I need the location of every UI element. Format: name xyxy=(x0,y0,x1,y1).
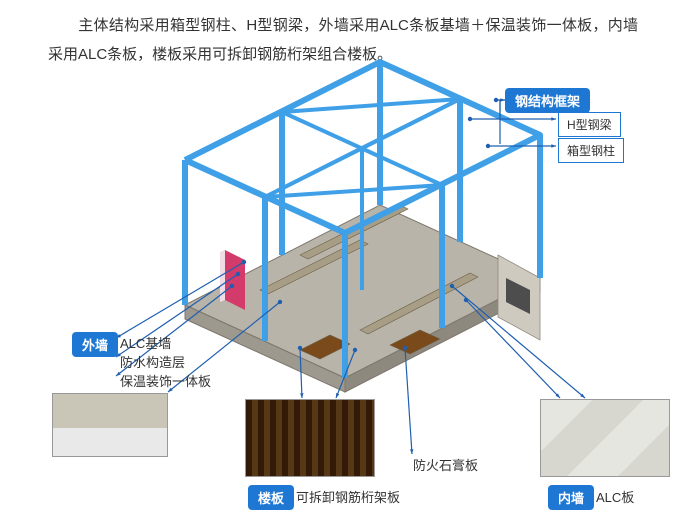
photo-alc-blocks xyxy=(540,399,670,477)
callout-h-beam: H型钢梁 xyxy=(558,112,621,137)
building-interior xyxy=(260,205,478,359)
badge-inner-wall: 内墙 xyxy=(548,485,594,510)
label-insulation: 保温装饰一体板 xyxy=(120,371,211,390)
description-body: 主体结构采用箱型钢柱、H型钢梁，外墙采用ALC条板基墙＋保温装饰一体板，内墙采用… xyxy=(48,17,638,63)
label-alc-base: ALC基墙 xyxy=(120,333,171,352)
steel-columns xyxy=(185,62,540,378)
building-outer-wall xyxy=(498,255,540,340)
steel-beams xyxy=(185,62,540,233)
label-alc-board: ALC板 xyxy=(596,487,634,506)
photo-insulation-panel xyxy=(52,393,168,457)
label-floor: 可拆卸钢筋桁架板 xyxy=(296,487,400,506)
badge-frame: 钢结构框架 xyxy=(505,88,590,113)
cutaway-layers xyxy=(220,250,245,310)
badge-floor: 楼板 xyxy=(248,485,294,510)
building-floor xyxy=(185,205,540,392)
photo-floor-truss xyxy=(245,399,375,477)
label-waterproof: 防水构造层 xyxy=(120,352,185,371)
badge-outer-wall: 外墙 xyxy=(72,332,118,357)
description-text: 主体结构采用箱型钢柱、H型钢梁，外墙采用ALC条板基墙＋保温装饰一体板，内墙采用… xyxy=(48,12,638,69)
callout-box-column: 箱型钢柱 xyxy=(558,138,624,163)
label-gypsum: 防火石膏板 xyxy=(413,455,478,474)
